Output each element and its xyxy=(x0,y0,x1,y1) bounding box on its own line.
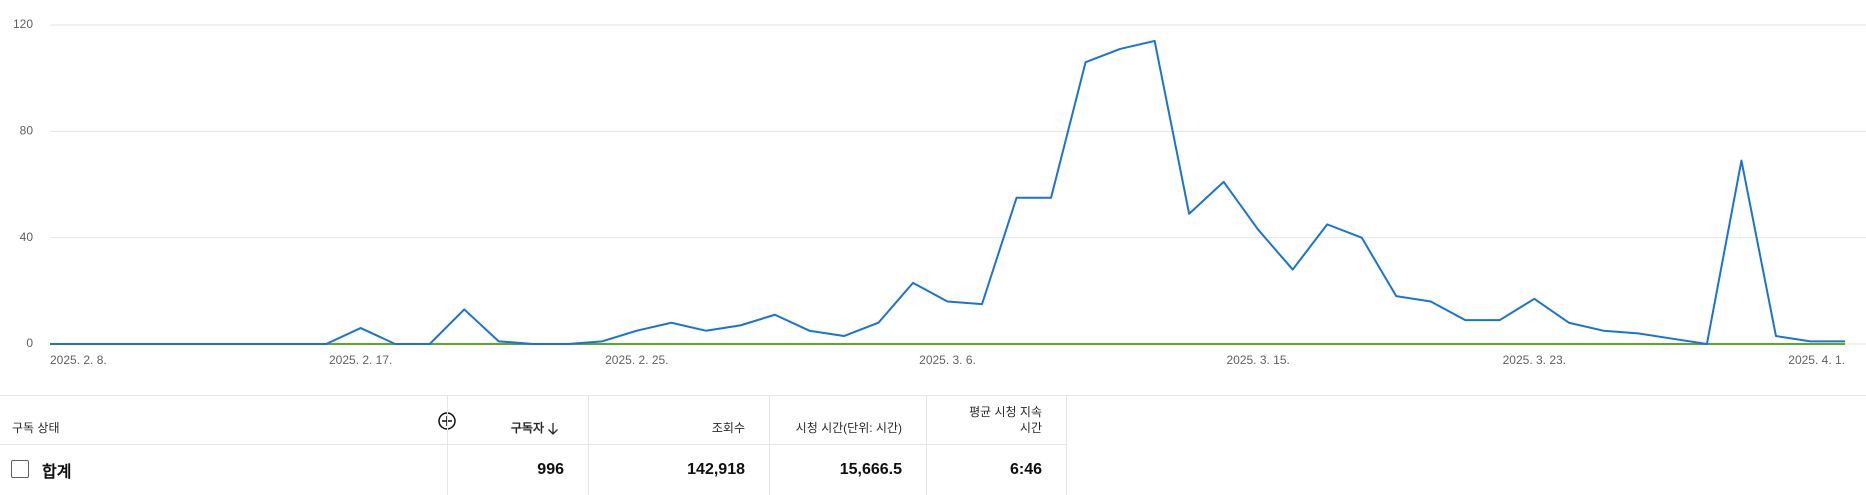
x-tick-label: 2025. 3. 6. xyxy=(919,353,976,367)
header-cell[interactable]: 구독자 xyxy=(447,396,588,444)
y-tick-label: 120 xyxy=(13,17,33,31)
x-tick-label: 2025. 4. 1. xyxy=(1788,353,1845,367)
header-cell[interactable]: 조회수 xyxy=(588,396,769,444)
y-tick-label: 40 xyxy=(20,230,34,244)
table: 구독 상태 구독자 조회수 시청 시간(단위: 시간) 평균 시청 지속 시간 … xyxy=(0,395,1866,495)
header-cell[interactable]: 시청 시간(단위: 시간) xyxy=(769,396,926,444)
value-cell: 15,666.5 xyxy=(769,444,926,495)
x-tick-label: 2025. 3. 15. xyxy=(1226,353,1289,367)
y-tick-label: 0 xyxy=(26,336,33,350)
header-cell[interactable]: 평균 시청 지속 시간 xyxy=(926,396,1067,444)
x-tick-label: 2025. 3. 23. xyxy=(1503,353,1566,367)
value-cell: 6:46 xyxy=(926,444,1067,495)
x-tick-label: 2025. 2. 25. xyxy=(605,353,668,367)
chart: 0 40 80 120 2025. 2. 8. 2025. 2. 17. 2025. 2. … xyxy=(13,17,1866,367)
row-label: 합계 xyxy=(0,444,447,495)
sort-icon[interactable] xyxy=(546,421,560,437)
value-cell: 996 xyxy=(447,444,588,495)
y-tick-label: 80 xyxy=(20,124,34,138)
x-tick-label: 2025. 2. 8. xyxy=(50,353,107,367)
value-cell: 142,918 xyxy=(588,444,769,495)
header-cell: 구독 상태 xyxy=(12,421,60,435)
x-tick-label: 2025. 2. 17. xyxy=(329,353,392,367)
checkbox[interactable] xyxy=(11,460,29,478)
line xyxy=(50,39,1845,345)
